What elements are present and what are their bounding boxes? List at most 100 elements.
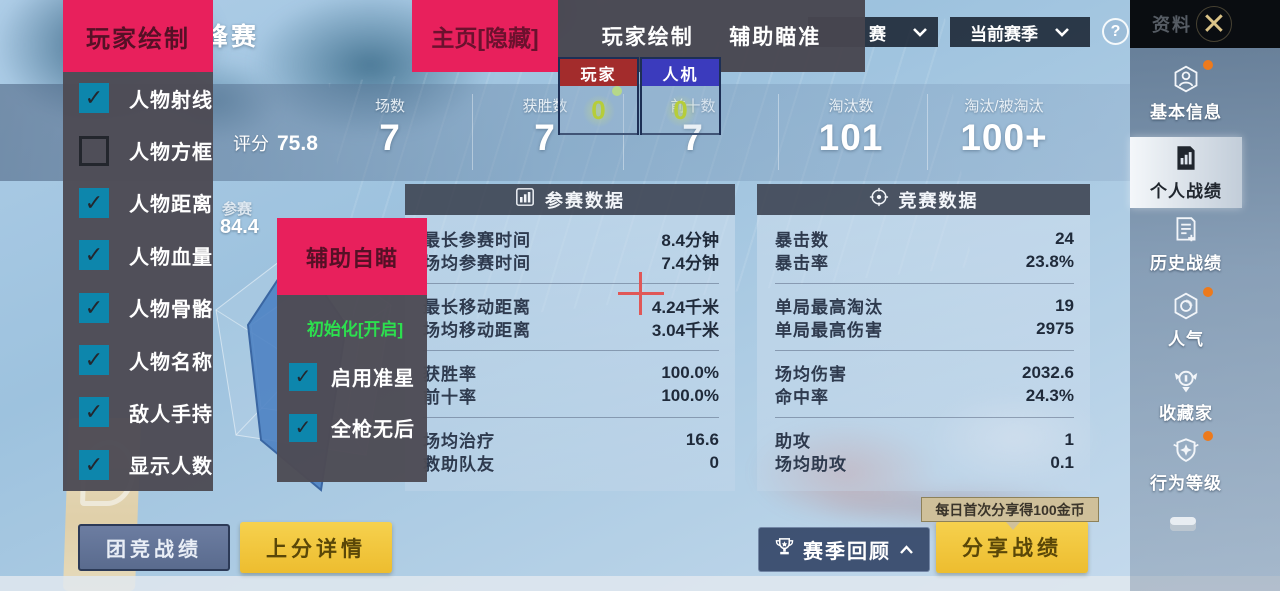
checkbox[interactable]: ✓ [79,83,109,114]
sidebar-item-personal-stats[interactable]: 个人战绩 [1130,137,1242,208]
stat-label: 场均参赛时间 [423,254,531,273]
row-divider [775,283,1074,284]
stat-column-label: 淘汰数 [828,98,874,115]
collector-icon [1171,365,1201,395]
tab-player-draw[interactable]: 玩家绘制 [601,26,694,49]
bot-counter[interactable]: 人机 0 [640,57,721,135]
checkbox-row[interactable]: ✓ 显示人数 [63,439,213,491]
share-reward-tooltip: 每日首次分享得100金币 [921,497,1099,530]
stat-label: 场均移动距离 [423,321,531,340]
stat-column: 场数 7 [310,95,470,160]
column-divider [623,94,624,170]
popularity-icon [1171,286,1213,321]
checkbox-row[interactable]: ✓ 人物名称 [63,334,213,386]
stat-row: 场均移动距离 3.04千米 [423,317,719,340]
stat-column-value: 7 [682,117,704,158]
home-hide-button[interactable]: 主页[隐藏] [412,0,558,72]
rank-details-button[interactable]: 上分详情 [240,522,392,573]
checkbox-row[interactable]: ✓ 全枪无后 [289,413,427,442]
help-icon[interactable]: ? [1102,18,1129,45]
stat-label: 救助队友 [423,455,495,474]
player-counter[interactable]: 玩家 0 [558,57,639,135]
mode-dropdown-label: 赛 [869,24,886,44]
sidebar-item-label: 历史战绩 [1150,253,1222,273]
checkbox-label: 全枪无后 [331,419,415,441]
sidebar-item-conduct-level[interactable]: 行为等级 [1130,430,1242,493]
profile-hex-icon [1171,59,1213,94]
stat-label: 单局最高淘汰 [775,298,883,317]
checkbox[interactable]: ✓ [79,187,109,218]
competition-data-panel: 竞赛数据 暴击数 24 暴击率 23.8% 单局最高淘汰 19 单局最高伤害 2975 场均伤害… [757,184,1090,491]
stat-value: 8.4分钟 [661,231,719,250]
stat-row: 单局最高伤害 2975 [775,317,1074,341]
checkbox-label: 显示人数 [129,456,213,479]
panel-title: 竞赛数据 [898,190,979,211]
stat-value: 0.1 [1050,452,1074,472]
team-stats-button[interactable]: 团竞战绩 [78,524,230,571]
sidebar-title: 资料 [1152,15,1192,35]
chevron-down-icon [912,27,928,37]
notification-dot [1203,286,1213,297]
stat-row: 前十率 100.0% [423,384,719,408]
target-icon [869,187,889,212]
sidebar-item-collector[interactable]: 收藏家 [1130,365,1242,423]
checkbox-row[interactable]: ✓ 人物射线 [63,72,213,124]
sidebar-header: 资料 ✕ [1130,0,1280,48]
checkbox-row[interactable]: ✓ 人物骨骼 [63,282,213,334]
checkbox[interactable]: ✓ [79,345,109,376]
stat-column: 淘汰数 101 [771,95,931,160]
rating: 评分 75.8 [233,130,318,156]
stat-label: 前十率 [423,388,477,407]
stat-value: 16.6 [685,429,719,449]
stat-label: 最长参赛时间 [423,231,531,250]
season-review-button[interactable]: 赛季回顾 [758,527,930,572]
stat-row: 场均助攻 0.1 [775,451,1074,475]
notification-dot [1203,59,1213,70]
stat-column: 获胜数 7 [465,95,625,160]
stat-label: 场均治疗 [423,432,495,451]
player-draw-panel-title[interactable]: 玩家绘制 [63,0,213,72]
scroll-pill-icon[interactable] [1170,517,1196,531]
column-divider [927,94,928,170]
season-dropdown[interactable]: 当前赛季 [950,17,1090,47]
checkbox-row[interactable]: ✓ 启用准星 [289,362,427,391]
stat-row: 单局最高淘汰 19 [775,294,1074,318]
aim-assist-panel: 辅助自瞄 初始化[开启] ✓ 启用准星 ✓ 全枪无后 [277,218,427,482]
checkbox-row[interactable]: ✓ 人物距离 [63,177,213,229]
row-divider [423,350,719,351]
checkbox[interactable]: ✓ [289,413,317,442]
chevron-down-icon [1054,27,1070,37]
checkbox[interactable]: ✓ [79,397,109,428]
checkbox[interactable] [79,135,109,166]
player-counter-value: 0 [582,94,615,127]
checkbox[interactable]: ✓ [79,240,109,271]
close-icon[interactable]: ✕ [1192,2,1236,46]
stat-label: 获胜率 [423,365,477,384]
sidebar-item-popularity[interactable]: 人气 [1130,286,1242,349]
aim-assist-panel-title[interactable]: 辅助自瞄 [277,218,427,295]
stat-column-label: 淘汰/被淘汰 [964,98,1044,115]
checkbox-label: 人物距离 [129,194,213,217]
init-status-label[interactable]: 初始化[开启] [306,320,404,339]
checkbox[interactable]: ✓ [79,292,109,323]
stat-label: 暴击数 [775,231,829,250]
stat-column-value: 100+ [960,117,1048,158]
checkbox[interactable]: ✓ [79,449,109,480]
sidebar-item-profile-hex[interactable]: 基本信息 [1130,59,1242,124]
personal-stats-icon [1171,143,1201,173]
sidebar-item-label: 人气 [1168,329,1204,349]
checkbox-row[interactable]: ✓ 人物血量 [63,229,213,281]
checkbox-row[interactable]: 人物方框 [63,124,213,176]
checkbox-label: 人物骨骼 [129,299,213,322]
checkbox-label: 人物方框 [129,142,213,165]
stat-value: 24.3% [1025,385,1074,405]
stat-row: 获胜率 100.0% [423,361,719,385]
sidebar-item-history-stats[interactable]: 历史战绩 [1130,216,1242,273]
checkbox[interactable]: ✓ [289,362,317,391]
stat-value: 100.0% [661,385,719,405]
tab-aim-assist[interactable]: 辅助瞄准 [729,26,822,49]
checkbox-row[interactable]: ✓ 敌人手持 [63,386,213,438]
row-divider [775,417,1074,418]
profile-sidebar: 资料 ✕ 基本信息个人战绩历史战绩人气收藏家行为等级 [1130,0,1280,591]
stat-label: 命中率 [775,388,829,407]
